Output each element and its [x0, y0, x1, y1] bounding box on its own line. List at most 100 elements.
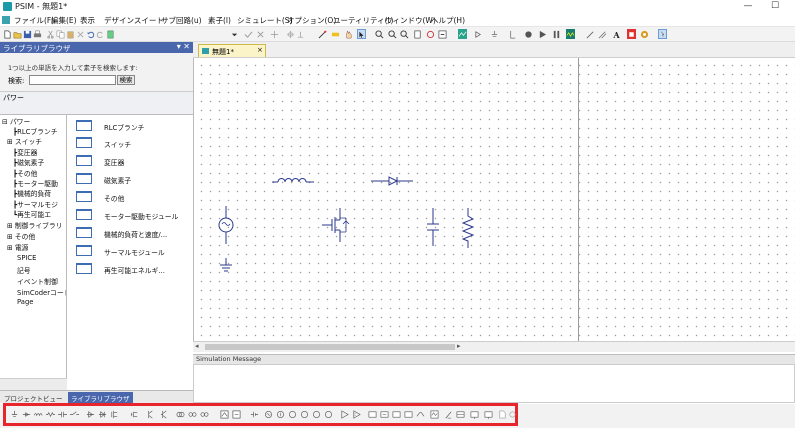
transformer-multi-element-icon[interactable] — [200, 409, 209, 419]
record-icon[interactable] — [524, 29, 533, 39]
paste-icon[interactable] — [66, 29, 75, 39]
scroll-left-icon[interactable]: ◂ — [195, 342, 199, 350]
zoom-in-icon[interactable] — [375, 29, 384, 39]
search-button[interactable]: 検索 — [117, 75, 135, 85]
tree-item[interactable]: ⊞ 制御ライブラリ — [7, 222, 63, 230]
folder-item[interactable]: モーター駆動モジュール — [68, 206, 193, 223]
capacitor-element-icon[interactable] — [58, 409, 67, 419]
menu-design-suite[interactable]: デザインスイート — [104, 16, 164, 25]
folder-item[interactable]: サーマルモジュール — [68, 242, 193, 259]
limiter-icon[interactable] — [416, 409, 425, 419]
folder-item[interactable]: その他 — [68, 188, 193, 205]
current-sensor-icon[interactable] — [470, 409, 479, 419]
inductor-element-icon[interactable] — [34, 409, 43, 419]
resistor-element-icon[interactable] — [46, 409, 55, 419]
comparator-icon[interactable] — [340, 409, 349, 419]
zoom-fit-icon[interactable] — [413, 29, 422, 39]
tab-project-view[interactable]: プロジェクトビュー — [4, 395, 63, 403]
folder-item[interactable]: 磁気素子 — [68, 170, 193, 187]
menu-help[interactable]: ヘルプ(H) — [431, 16, 465, 25]
menu-options[interactable]: オプション(O) — [287, 16, 337, 25]
rotate-icon[interactable] — [270, 29, 279, 39]
schematic-canvas[interactable] — [193, 58, 795, 341]
transfer-function-icon[interactable] — [380, 409, 389, 419]
text-icon[interactable]: A — [612, 29, 621, 39]
copy-icon[interactable] — [56, 29, 65, 39]
wire-icon[interactable] — [318, 29, 327, 39]
maximize-button[interactable]: ☐ — [770, 1, 780, 11]
tree-item[interactable]: ┗再生可能エ — [13, 211, 52, 219]
voltage-probe-icon[interactable] — [444, 409, 453, 419]
run-simulation-icon[interactable] — [538, 29, 547, 39]
triangle-source-icon[interactable] — [300, 409, 309, 419]
simview-icon[interactable] — [458, 29, 467, 39]
search-input[interactable] — [29, 75, 116, 85]
parameter-icon[interactable] — [438, 29, 447, 39]
ground-element-icon[interactable] — [10, 409, 19, 419]
measure-icon[interactable] — [508, 29, 517, 39]
tree-item[interactable]: イベント制御 — [17, 278, 58, 286]
menu-subcircuit[interactable]: サブ回路(u) — [161, 16, 202, 25]
step-source-icon[interactable] — [312, 409, 321, 419]
label-icon[interactable] — [331, 29, 340, 39]
hand-pan-icon[interactable] — [344, 29, 353, 39]
ac-source-icon[interactable] — [264, 409, 273, 419]
current-probe-icon[interactable] — [456, 409, 465, 419]
menu-simulate[interactable]: シミュレート(S) — [237, 16, 293, 25]
integrator-icon[interactable] — [392, 409, 401, 419]
igbt-element-icon[interactable] — [110, 409, 119, 419]
settings-circle-icon[interactable] — [640, 29, 649, 39]
menu-window[interactable]: ウィンドウ(W) — [385, 16, 436, 25]
tree-item[interactable]: ┣モーター駆動 — [13, 180, 58, 188]
voltage-sensor-icon[interactable] — [484, 409, 493, 419]
waveform-icon[interactable] — [566, 29, 575, 39]
inductor-symbol[interactable] — [272, 174, 314, 188]
delete-icon[interactable] — [76, 29, 85, 39]
probe-diff-icon[interactable] — [598, 29, 607, 39]
save-icon[interactable] — [23, 29, 32, 39]
print-icon[interactable] — [33, 29, 42, 39]
pause-icon[interactable] — [552, 29, 561, 39]
probe-icon[interactable] — [586, 29, 595, 39]
pnp-element-icon[interactable] — [160, 409, 169, 419]
tree-item[interactable]: ┣サーマルモジ — [13, 201, 58, 209]
stop-icon[interactable] — [627, 29, 636, 39]
pointer-mode-icon[interactable] — [658, 29, 667, 39]
opamp-icon[interactable] — [352, 409, 361, 419]
tree-item[interactable]: SimCoderコード — [17, 289, 67, 297]
zoom-out-icon[interactable] — [388, 29, 397, 39]
tree-item[interactable]: ┣その他 — [13, 170, 38, 178]
tree-item[interactable]: ┣RLCブランチ — [13, 128, 58, 136]
folder-item[interactable]: RLCブランチ — [68, 117, 193, 134]
minimize-button[interactable]: — — [743, 1, 753, 11]
diode-symbol-icon[interactable] — [474, 29, 483, 39]
current-meter-icon[interactable] — [232, 409, 241, 419]
tree-item[interactable]: ⊟ パワー — [2, 118, 31, 126]
clipboard-icon[interactable] — [106, 29, 115, 39]
simulation-message-pane[interactable] — [193, 364, 795, 403]
voltage-meter-icon[interactable] — [220, 409, 229, 419]
close-tab-icon[interactable]: × — [257, 46, 263, 54]
tree-item[interactable]: SPICE — [17, 254, 37, 262]
tree-item[interactable]: ┣磁気素子 — [13, 159, 45, 167]
tree-item[interactable]: ⊞ その他 — [7, 233, 36, 241]
capacitor-symbol[interactable] — [425, 208, 441, 246]
parameter-file-icon[interactable] — [498, 409, 507, 419]
current-source-icon[interactable] — [276, 409, 285, 419]
tree-horizontal-scrollbar[interactable] — [0, 378, 67, 390]
transformer-element-icon[interactable] — [176, 409, 185, 419]
diode-element-icon[interactable] — [22, 409, 31, 419]
scroll-right-icon[interactable]: ▸ — [457, 342, 461, 350]
cut-icon[interactable] — [46, 29, 55, 39]
dc-source-icon[interactable] — [250, 409, 259, 419]
scope-icon[interactable] — [430, 409, 439, 419]
redo-icon[interactable] — [96, 29, 105, 39]
ground-symbol-icon[interactable] — [490, 29, 499, 39]
pi-controller-icon[interactable] — [404, 409, 413, 419]
gto-element-icon[interactable] — [98, 409, 107, 419]
tree-item[interactable]: ⊞ 電源 — [7, 244, 29, 252]
transformer-3ph-element-icon[interactable] — [188, 409, 197, 419]
piecewise-source-icon[interactable] — [324, 409, 333, 419]
mosfet-element-icon[interactable] — [130, 409, 139, 419]
menu-elements[interactable]: 素子(l) — [208, 16, 231, 25]
